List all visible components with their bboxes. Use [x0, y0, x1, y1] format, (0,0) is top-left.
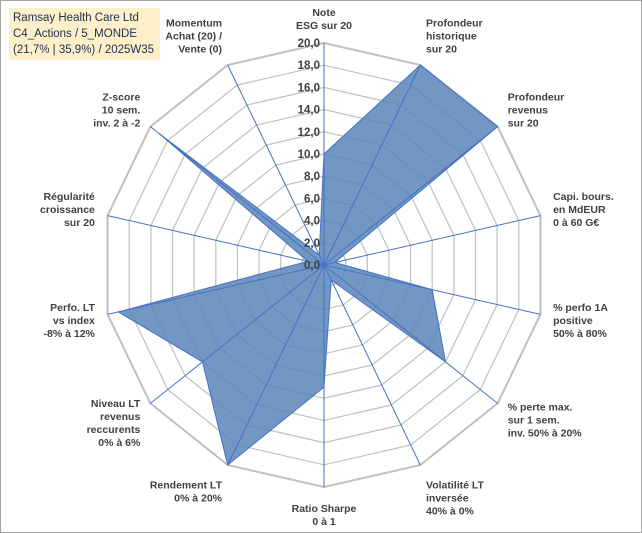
- company-name: Ramsay Health Care Ltd: [13, 12, 139, 24]
- axis-label-line: historique: [426, 30, 477, 42]
- axis-label-line: Niveau LT: [91, 398, 141, 410]
- tick-label: 0,0: [304, 260, 320, 272]
- axis-spoke: [227, 64, 325, 266]
- axis-label-line: Ratio Sharpe: [292, 503, 357, 515]
- axis-label-line: Note: [312, 7, 335, 19]
- axis-label: Profondeur historique sur 20: [426, 17, 483, 55]
- axis-spoke: [323, 264, 498, 404]
- axis-label-line: 0% à 20%: [174, 493, 223, 505]
- axis-label-line: sur 20: [426, 43, 457, 55]
- axis-label-line: revenus: [100, 411, 140, 423]
- axis-label-line: Volatilité LT: [426, 480, 485, 492]
- axis-label: Perfo. LT vs index -8% à 12%: [44, 302, 96, 340]
- axis-label-line: Régularité: [44, 191, 96, 203]
- axis-spoke: [323, 64, 421, 266]
- tick-label: 6,0: [304, 193, 320, 205]
- axis-spoke: [323, 264, 421, 466]
- axis-label-line: Capi. bours.: [553, 191, 614, 203]
- axis-label: Régularité croissance sur 20: [40, 191, 95, 229]
- axis-label-line: reccurents: [87, 424, 141, 436]
- axis-spoke: [150, 126, 325, 266]
- axis-label-line: Profondeur: [508, 92, 565, 104]
- axis-label: Profondeur revenus sur 20: [508, 92, 565, 130]
- axis-spoke: [227, 264, 325, 466]
- axis-label-line: inv. 50% à 20%: [508, 428, 583, 440]
- axis-label: Z-score 10 sem. inv. 2 à -2: [93, 92, 140, 130]
- axis-label-line: 40% à 0%: [426, 506, 475, 518]
- axis-label-line: revenus: [508, 105, 548, 117]
- tick-label: 16,0: [298, 82, 320, 94]
- tick-label: 12,0: [298, 127, 320, 139]
- tick-label: 4,0: [304, 216, 320, 228]
- axis-label-line: Momentum: [166, 17, 222, 29]
- axis-label-line: 0 à 1: [312, 516, 336, 528]
- axis-label-line: 50% à 80%: [553, 328, 607, 340]
- axis-label-line: sur 20: [64, 217, 95, 229]
- axis-label: % perfo 1A positive 50% à 80%: [553, 302, 608, 340]
- axis-label: Volatilité LT inversée 40% à 0%: [426, 480, 485, 518]
- axis-label-line: en MdEUR: [553, 204, 606, 216]
- axis-label-line: Rendement LT: [150, 480, 223, 492]
- tick-label: 14,0: [298, 105, 320, 117]
- axis-label-line: Vente (0): [178, 43, 222, 55]
- axis-spoke: [150, 264, 325, 404]
- axis-label: Momentum Achat (20) / Vente (0): [165, 17, 222, 55]
- axis-label-line: -8% à 12%: [44, 328, 96, 340]
- axis-label: Capi. bours. en MdEUR 0 à 60 G€: [553, 191, 614, 229]
- axis-label: Rendement LT 0% à 20%: [150, 480, 223, 505]
- tick-label: 8,0: [304, 171, 320, 183]
- axis-label-line: vs index: [53, 315, 95, 327]
- axis-label: Ratio Sharpe 0 à 1: [292, 503, 357, 528]
- axis-label-line: 0% à 6%: [98, 437, 141, 449]
- chart-header: Ramsay Health Care Ltd C4_Actions / 5_MO…: [9, 8, 160, 60]
- axis-spoke: [107, 264, 325, 315]
- tick-label: 10,0: [298, 149, 320, 161]
- axis-label-line: 0 à 60 G€: [553, 217, 599, 229]
- portfolio-label: C4_Actions / 5_MONDE: [13, 28, 137, 40]
- axis-label: Note ESG sur 20: [296, 7, 352, 32]
- axis-spoke: [323, 215, 541, 266]
- axis-spoke: [107, 215, 325, 266]
- axis-spoke: [323, 126, 498, 266]
- axis-label: Niveau LT revenus reccurents 0% à 6%: [87, 398, 141, 449]
- axis-label-line: Achat (20) /: [165, 30, 222, 42]
- tick-label: 18,0: [298, 60, 320, 72]
- axis-label-line: Z-score: [102, 92, 140, 104]
- tick-label: 2,0: [304, 238, 320, 250]
- axis-label-line: 10 sem.: [102, 105, 141, 117]
- axis-label-line: % perte max.: [508, 402, 573, 414]
- tick-label: 20,0: [298, 38, 320, 50]
- axis-label-line: sur 20: [508, 118, 539, 130]
- axis-label-line: Profondeur: [426, 17, 483, 29]
- axis-label-line: inv. 2 à -2: [93, 118, 140, 130]
- axis-label-line: croissance: [40, 204, 95, 216]
- axis-label-line: Perfo. LT: [50, 302, 95, 314]
- axis-label-line: sur 1 sem.: [508, 415, 560, 427]
- axis-spoke: [323, 264, 541, 315]
- axis-label-line: positive: [553, 315, 593, 327]
- axis-label-line: % perfo 1A: [553, 302, 608, 314]
- period-label: (21,7% | 35,9%) / 2025W35: [13, 44, 155, 56]
- axis-label: % perte max. sur 1 sem. inv. 50% à 20%: [508, 402, 583, 440]
- axis-label-line: inversée: [426, 493, 469, 505]
- axis-label-line: ESG sur 20: [296, 20, 352, 32]
